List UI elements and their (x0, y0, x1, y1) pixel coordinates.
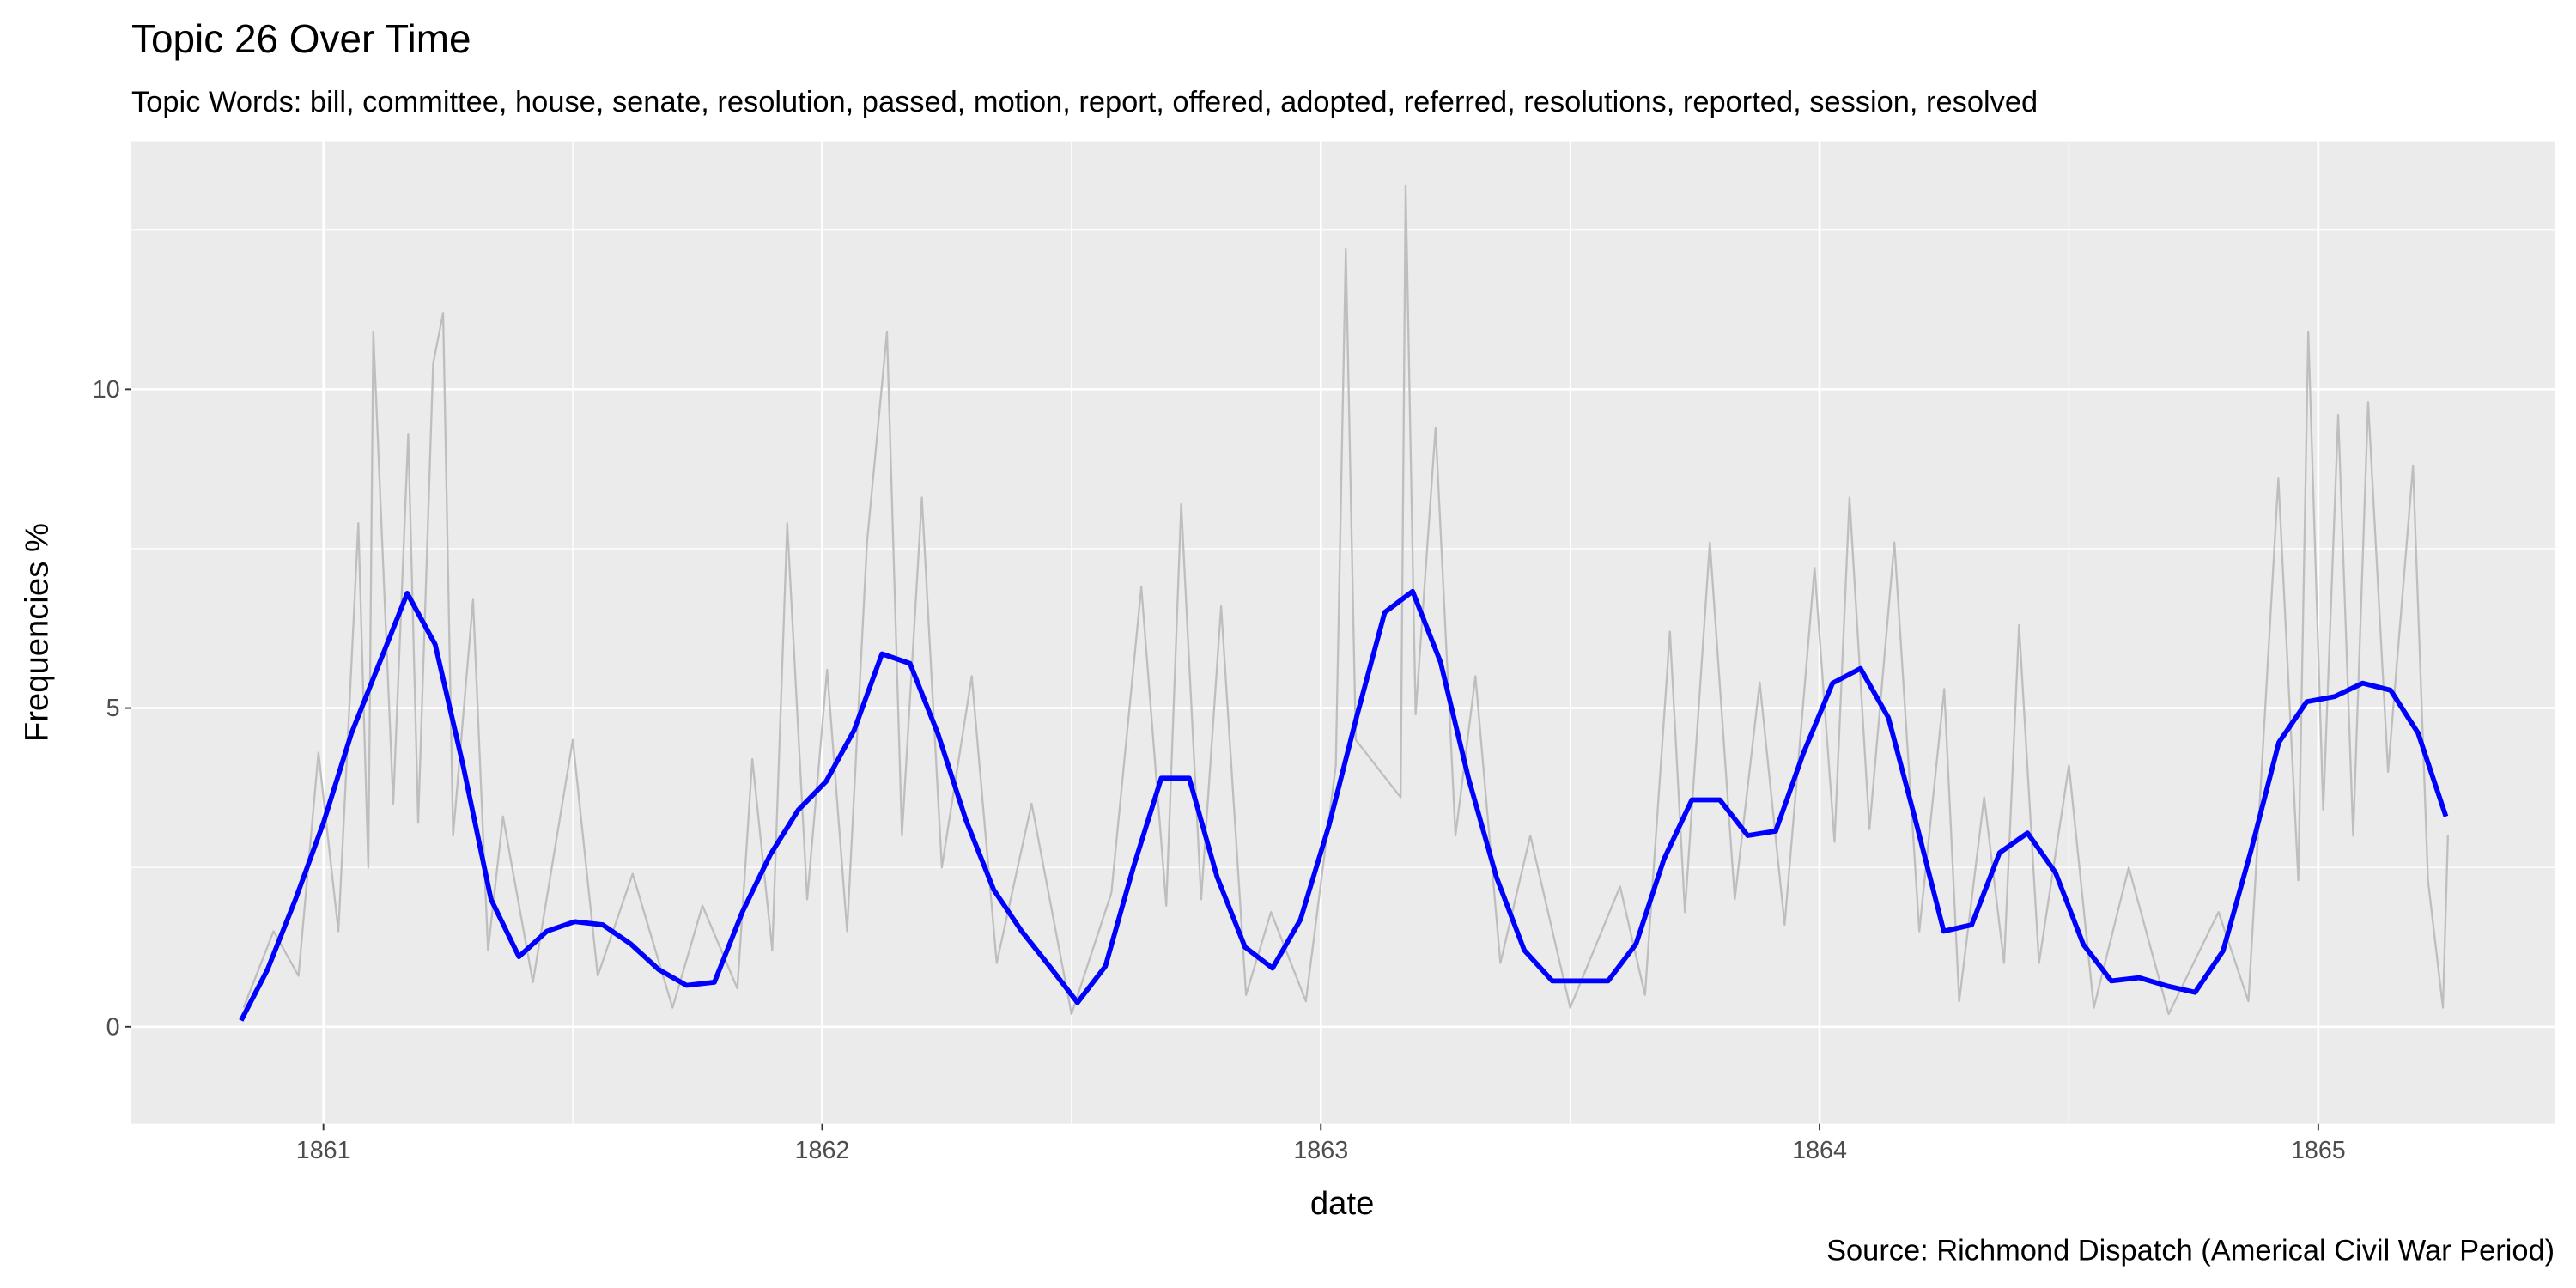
x-axis-label: date (1310, 1185, 1374, 1222)
y-axis-label: Frequencies % (18, 523, 55, 742)
x-tick-label: 1862 (795, 1137, 850, 1164)
plot-panel (131, 141, 2555, 1124)
axes: 0 5 10 1861 1862 1863 1864 1865 (93, 376, 2346, 1164)
x-tick-label: 1865 (2291, 1137, 2346, 1164)
caption: Source: Richmond Dispatch (Americal Civi… (1826, 1234, 2555, 1267)
y-tick-label: 0 (106, 1013, 120, 1041)
x-tick-label: 1861 (296, 1137, 351, 1164)
y-tick-label: 5 (106, 695, 120, 722)
y-tick-label: 10 (93, 376, 120, 404)
x-tick-label: 1863 (1293, 1137, 1348, 1164)
series-line (242, 184, 2449, 1016)
lines (239, 184, 2449, 1022)
chart-subtitle: Topic Words: bill, committee, house, sen… (131, 86, 2038, 118)
chart-title: Topic 26 Over Time (131, 16, 471, 61)
series-line (239, 588, 2449, 1022)
x-tick-label: 1864 (1792, 1137, 1847, 1164)
